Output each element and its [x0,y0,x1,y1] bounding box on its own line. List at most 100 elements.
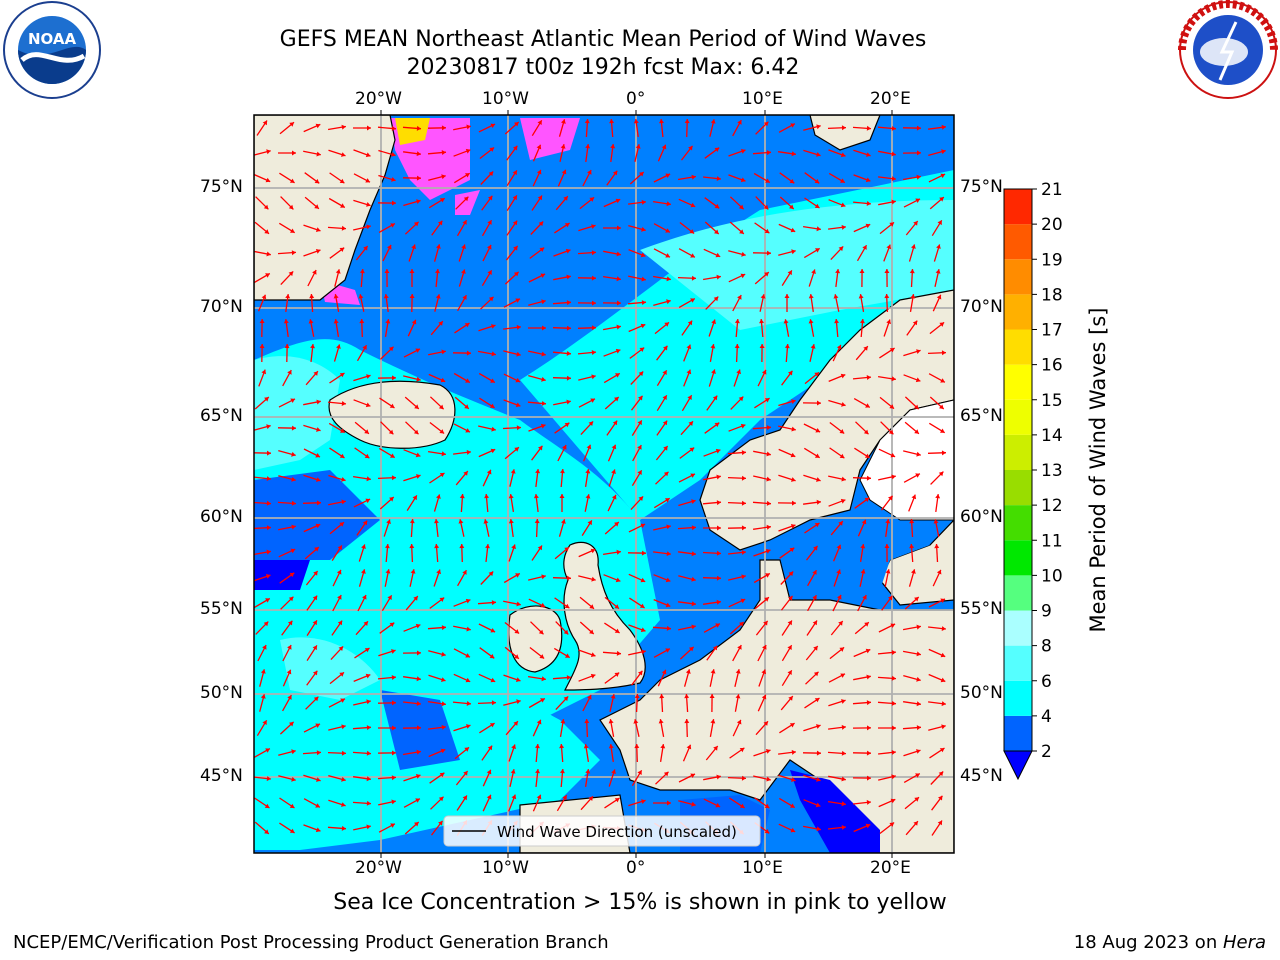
wave-direction-arrowhead [361,544,366,549]
wave-direction-arrowhead [815,248,820,253]
wave-direction-arrowhead [639,603,645,608]
wave-direction-arrowhead [514,654,519,659]
wave-direction-arrowhead [491,426,496,432]
wave-direction-arrowhead [364,429,369,434]
wave-direction-arrowhead [614,672,620,677]
wave-direction-arrowhead [466,724,471,729]
wave-direction-arrowhead [691,551,696,557]
map-legend: Wind Wave Direction (unscaled) [443,815,761,847]
wave-direction-arrowhead [790,123,795,128]
wave-direction-arrowhead [841,699,846,704]
wave-direction-arrowhead [316,427,321,432]
wave-direction-arrowhead [409,269,415,273]
wave-direction-arrowhead [285,294,291,299]
wave-direction-arrowhead [417,650,421,656]
wave-direction-arrowhead [312,645,317,651]
wave-direction-arrowhead [740,177,746,183]
wave-direction-arrowhead [441,677,446,682]
wave-direction-arrowhead [662,395,667,400]
wave-direction-arrowhead [341,499,346,505]
wave-direction-arrowhead [514,629,520,634]
wave-direction-arrowhead [890,623,896,628]
wave-direction-arrowhead [892,725,896,731]
wave-direction-arrowhead [288,271,294,277]
wave-direction-arrowhead [589,604,594,609]
wave-direction-arrowhead [716,550,721,556]
wave-direction-arrowhead [909,269,915,274]
wave-direction-arrowhead [660,744,666,749]
wave-direction-arrowhead [665,173,671,178]
wave-direction-arrowhead [566,351,571,356]
wave-direction-arrowhead [813,671,819,677]
wave-direction-arrowhead [312,595,318,601]
wave-direction-arrowhead [761,669,767,675]
wave-direction-arrowhead [911,244,916,249]
wave-direction-arrowhead [314,547,319,552]
wave-direction-arrowhead [841,750,846,756]
left-lat-label: 60°N [200,507,243,527]
wave-direction-arrowhead [466,701,471,706]
wave-direction-arrowhead [936,294,942,300]
wave-direction-arrowhead [616,251,621,257]
wave-direction-arrowhead [411,244,416,250]
wave-direction-arrowhead [434,544,440,549]
wave-direction-arrowhead [566,325,571,331]
wave-direction-arrowhead [741,525,746,531]
wave-direction-arrowhead [392,700,396,706]
wave-direction-arrowhead [814,698,820,703]
wave-direction-arrowhead [788,595,793,601]
wave-direction-arrowhead [416,474,421,479]
wave-direction-arrowhead [933,519,939,524]
wave-direction-arrowhead [709,694,715,698]
wave-direction-arrowhead [391,649,396,654]
wave-direction-arrowhead [287,370,292,375]
wave-direction-arrowhead [441,125,446,131]
left-lat-label: 55°N [200,599,243,619]
wave-direction-arrowhead [817,400,821,406]
wave-direction-arrowhead [591,250,596,256]
wave-direction-arrowhead [939,322,945,327]
wave-direction-arrowhead [341,724,346,730]
wave-direction-arrowhead [441,701,446,707]
wave-direction-arrowhead [941,350,946,356]
wave-direction-arrowhead [691,601,696,607]
wave-direction-arrowhead [735,669,741,674]
wave-direction-arrowhead [886,319,891,325]
wave-direction-arrowhead [865,403,870,408]
wave-direction-arrowhead [513,145,518,151]
wave-direction-arrowhead [940,173,946,179]
wave-direction-arrowhead [665,602,671,608]
wave-direction-arrowhead [315,227,321,232]
wave-direction-arrowhead [840,673,845,678]
wave-direction-arrowhead [516,425,521,431]
wave-direction-arrowhead [491,600,496,606]
wave-direction-arrowhead [392,750,396,756]
wave-direction-arrowhead [658,719,664,724]
wave-direction-arrowhead [812,595,817,600]
wave-direction-arrowhead [610,144,616,149]
wave-direction-arrowhead [940,428,945,433]
wave-direction-arrowhead [864,453,870,458]
wave-direction-arrowhead [314,204,319,209]
wave-direction-arrowhead [515,298,520,303]
wave-direction-arrowhead [261,294,267,300]
wave-direction-arrowhead [891,176,896,182]
wave-direction-arrowhead [608,744,614,749]
graticule [254,115,954,853]
wave-direction-arrowhead [863,346,868,351]
wave-direction-arrowhead [784,294,790,298]
right-lat-label: 75°N [960,177,1003,197]
wave-direction-arrowhead [866,375,871,380]
wave-direction-arrowhead [387,595,392,600]
wave-direction-arrowhead [738,396,744,402]
wave-direction-arrowhead [515,573,520,578]
wave-direction-arrowhead [290,228,295,233]
wave-direction-arrowhead [640,523,646,529]
wave-direction-arrowhead [591,350,596,355]
wave-direction-arrowhead [788,696,793,701]
wave-direction-arrowhead [514,447,519,452]
wave-direction-arrowhead [537,545,542,551]
wave-direction-arrowhead [564,603,570,609]
wave-direction-arrowhead [866,152,871,157]
wave-direction-arrowhead [540,602,546,608]
